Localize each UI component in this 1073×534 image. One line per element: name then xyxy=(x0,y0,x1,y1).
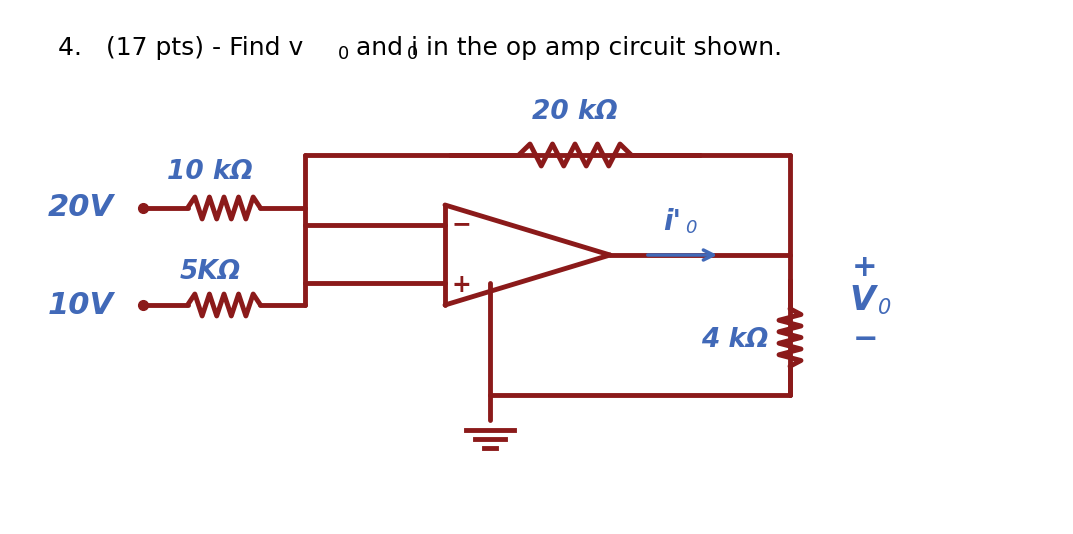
Text: −: − xyxy=(852,326,878,355)
Text: 0: 0 xyxy=(407,45,418,63)
Text: 0: 0 xyxy=(878,298,892,318)
Text: i': i' xyxy=(663,208,681,236)
Text: 4 kΩ: 4 kΩ xyxy=(702,327,768,353)
Text: and i: and i xyxy=(348,36,418,60)
Text: 5KΩ: 5KΩ xyxy=(179,259,240,285)
Text: 10V: 10V xyxy=(48,290,114,319)
Text: 20 kΩ: 20 kΩ xyxy=(532,99,618,125)
Text: +: + xyxy=(452,273,472,297)
Text: 0: 0 xyxy=(685,219,696,237)
Text: in the op amp circuit shown.: in the op amp circuit shown. xyxy=(418,36,782,60)
Text: 20V: 20V xyxy=(48,193,114,223)
Text: 4.   (17 pts) - Find v: 4. (17 pts) - Find v xyxy=(58,36,304,60)
Text: 10 kΩ: 10 kΩ xyxy=(167,159,253,185)
Text: V: V xyxy=(849,284,874,317)
Text: +: + xyxy=(852,254,878,282)
Text: −: − xyxy=(452,212,472,236)
Text: 0: 0 xyxy=(338,45,349,63)
